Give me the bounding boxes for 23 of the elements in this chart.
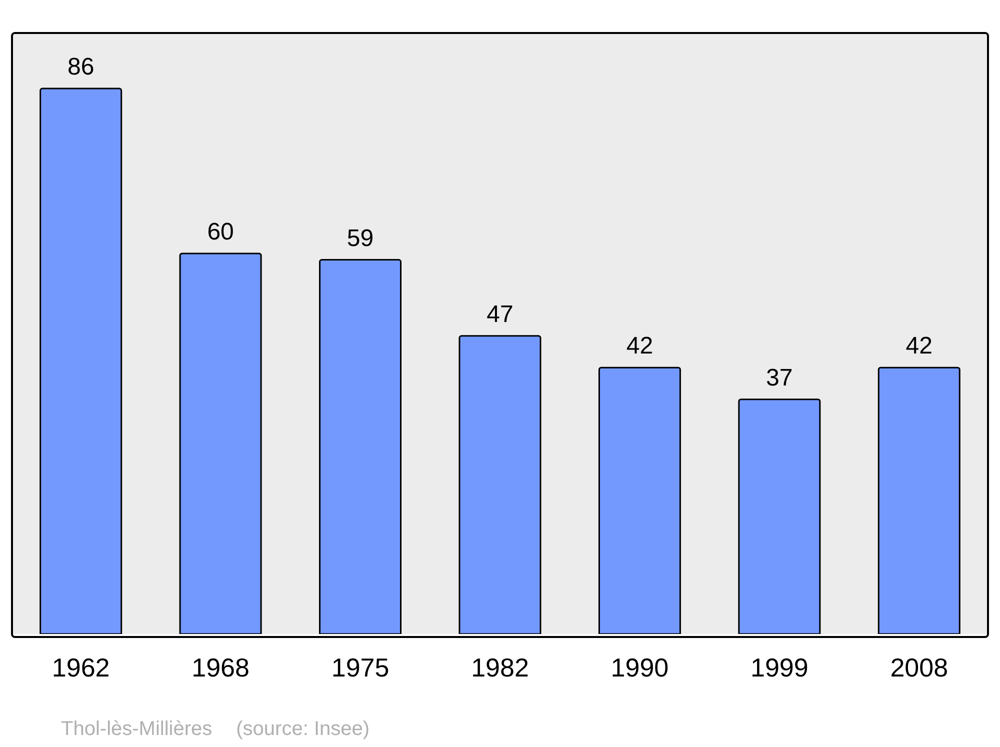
bar (878, 366, 960, 634)
data-label: 37 (766, 364, 793, 392)
data-label: 42 (626, 332, 654, 360)
data-label: 59 (346, 224, 374, 252)
text: (source: Insee) (236, 718, 370, 740)
bar (738, 398, 821, 634)
bar (458, 335, 542, 634)
x-tick-label: 2008 (890, 652, 948, 682)
x-tick-label: 1975 (331, 652, 390, 682)
data-label: 86 (67, 54, 94, 81)
x-tick-label: 1982 (471, 652, 529, 682)
x-tick-label: 1968 (192, 652, 250, 682)
bar (598, 366, 681, 634)
bar (319, 259, 402, 634)
x-tick-label: 1962 (52, 652, 110, 682)
x-tick-label: 1990 (610, 652, 669, 682)
bar (179, 252, 262, 634)
data-label: 47 (486, 300, 514, 328)
text: Thol-lès-Millières (61, 718, 212, 740)
bar (40, 88, 122, 634)
x-tick-label: 1999 (750, 652, 808, 682)
data-label: 60 (207, 218, 234, 246)
data-label: 42 (906, 332, 932, 360)
